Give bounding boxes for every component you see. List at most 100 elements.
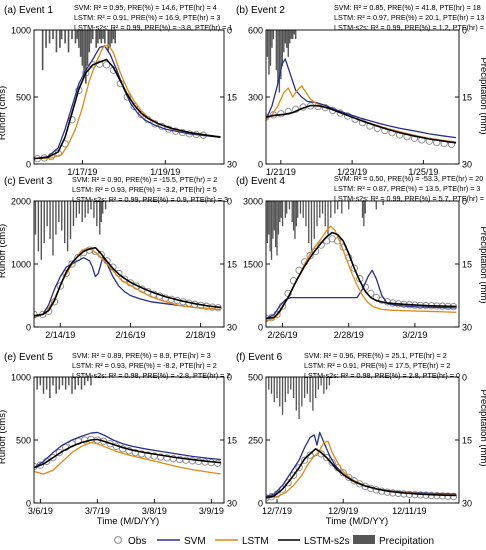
panel-4-plot-area [266, 201, 458, 323]
panel-6-obs-point-16 [350, 477, 358, 485]
panel-5-xtick-label-1: 3/7/19 [85, 506, 110, 516]
panel-6-precip-bar-20 [323, 377, 325, 394]
y-right-label-bottom: Precipitation (mm) [478, 389, 486, 466]
panel-4-precip-bar-18 [295, 201, 297, 227]
panel-1-precip-bar-14 [81, 30, 84, 66]
panel-3-stats-line-0: SVM: R² = 0.90, PRE(%) = -15.5, PTE(hr) … [72, 175, 217, 184]
panel-5-precip-bar-17 [90, 377, 92, 386]
panel-6-stats-line-2: LSTM-s2s: R² = 0.98, PRE(%) = 2.8, PTE(h… [304, 371, 460, 380]
panel-4-precip-bar-19 [297, 201, 299, 218]
panel-1-precip-bar-2 [48, 30, 51, 44]
panel-2-ytick-label-1: 300 [248, 93, 263, 103]
panel-4-precip-bar-15 [291, 201, 293, 222]
panel-2-ptick-label-2: 30 [462, 160, 472, 170]
panel-2: 0 300 600 0 15 30 1/21/19 1/23/19 1/25/19 (b) Eve… [236, 3, 486, 177]
panel-1-precip-bar-20 [91, 30, 94, 39]
panel-1-xtick-label-1: 1/19/19 [150, 167, 180, 177]
panel-1-precip-bar-26 [104, 30, 106, 44]
panel-4-precip-bar-6 [275, 201, 277, 248]
panel-5-ptick-label-0: 0 [227, 373, 232, 383]
panel-3-precip-bar-12 [69, 201, 72, 239]
panel-5-stats-line-2: LSTM-s2s: R² = 0.98, PRE(%) = -2.8, PTE(… [72, 371, 230, 380]
panel-3-obs-point-31 [214, 304, 222, 312]
panel-4-stats-line-0: SVM: R² = 0.50, PRE(%) = -53.3, PTE(hr) … [334, 174, 483, 183]
panel-2-ytick-label-0: 0 [258, 160, 263, 170]
panel-1-ytick-label-2: 1000 [11, 26, 31, 36]
panel-4-precip-bar-27 [319, 201, 321, 218]
panel-6-precip-bar-17 [314, 377, 317, 398]
panel-3-precip-bar-22 [99, 201, 101, 235]
panel-1-plot-area [34, 30, 221, 163]
panel-5-precip-bar-6 [55, 377, 57, 394]
panel-6-obs-point-15 [345, 473, 353, 481]
panel-3-ptick-label-0: 0 [227, 197, 232, 207]
panel-3-stats-line-1: LSTM: R² = 0.93, PRE(%) = -3.2, PTE(hr) … [72, 185, 217, 194]
panel-5-precip-bar-13 [77, 377, 80, 386]
panel-6-obs-point-23 [389, 489, 397, 497]
panel-1-precip-bar-4 [55, 30, 58, 53]
panel-3-stats-line-2: LSTM-s2s: R² = 0.99, PRE(%) = 0.9, PTE(h… [72, 195, 228, 204]
panel-6-precip-bar-15 [309, 377, 311, 403]
panel-4-precip-bar-24 [310, 201, 313, 252]
panel-1-obs-point-10 [102, 61, 111, 69]
panel-6-obs-point-34 [449, 492, 458, 501]
panel-5-precip-bar-7 [58, 377, 61, 390]
panel-4-stats-line-1: LSTM: R² = 0.87, PRE(%) = 13.5, PTE(hr) … [334, 184, 480, 193]
legend-item-precipitation: Precipitation [353, 535, 434, 547]
panel-1-series-lstm-s2s [34, 58, 221, 160]
panel-3-precip-bar-15 [78, 201, 80, 214]
panel-6-series-lstm-s2s [266, 448, 457, 499]
panel-2-precip-bar-2 [269, 30, 272, 66]
panel-3-precip-bar-20 [93, 201, 95, 218]
panel-4-precip-bar-40 [382, 201, 384, 206]
legend-item-lstm: LSTM [215, 536, 269, 547]
panel-3-precip-bar-0 [34, 201, 37, 235]
panel-5-xtick-label-3: 3/9/19 [199, 506, 224, 516]
panel-6-precip-bar-0 [268, 377, 270, 390]
panel-4-precip-bar-22 [305, 201, 307, 227]
panel-3-precip-bar-3 [43, 201, 45, 243]
panel-6-xtick-label-1: 12/9/19 [328, 506, 358, 516]
panel-6-plot-area [266, 377, 458, 502]
panel-4-precip-bar-8 [277, 201, 280, 235]
panel-6-precip-bar-3 [276, 377, 278, 398]
panel-3-ptick-label-1: 15 [227, 260, 237, 270]
panel-4-ytick-label-1: 1500 [243, 260, 263, 270]
panel-5-ytick-label-0: 0 [26, 499, 31, 509]
y-left-label-middle: Runoff (cms) [0, 224, 8, 278]
legend-label-precipitation: Precipitation [379, 536, 434, 547]
panel-2-precip-bar-15 [290, 30, 292, 39]
panel-4-precip-bar-1 [268, 201, 270, 235]
panel-4-precip-bar-3 [270, 201, 273, 260]
panel-5-precip-bar-9 [64, 377, 67, 390]
panel-5-series-svm [34, 431, 221, 469]
panel-1: 0 500 1000 0 15 30 1/17/19 1/19/19 (a) Event 1 SV… [4, 3, 237, 177]
panel-1-stats-line-0: SVM: R² = 0.95, PRE(%) = 14.6, PTE(hr) =… [74, 3, 217, 12]
panel-2-xtick-label-0: 1/21/19 [266, 167, 296, 177]
panel-6-precip-bar-4 [279, 377, 281, 407]
panel-1-precip-bar-0 [41, 30, 44, 71]
panel-3-precip-bar-25 [104, 201, 107, 210]
panel-3-obs-point-4 [56, 282, 64, 290]
panel-6-precip-bar-8 [290, 377, 292, 390]
panel-1-precip-bar-31 [114, 30, 116, 44]
panel-6-xtick-label-2: 12/11/19 [392, 506, 426, 516]
panel-3-precip-bar-4 [46, 201, 48, 227]
panel-4-precip-bar-36 [361, 201, 364, 218]
panel-6-obs-point-5 [289, 471, 298, 479]
panel-1-precip-bar-12 [78, 30, 80, 48]
panel-1-ptick-label-1: 15 [227, 93, 237, 103]
panel-4-obs-point-16 [350, 264, 358, 272]
panel-2-stats-line-2: LSTM-s2s: R² = 0.99, PRE(%) = 1.2, PTE(h… [334, 23, 486, 32]
panel-4-precip-bar-32 [334, 201, 336, 214]
panel-1-title: (a) Event 1 [4, 5, 53, 16]
y-right-label-top: Precipitation (mm) [478, 57, 486, 134]
panel-4-precip-bar-13 [286, 201, 288, 214]
panel-6-precip-bar-19 [320, 377, 322, 386]
panel-2-precip-bar-0 [266, 30, 269, 57]
panel-5-precip-bar-15 [83, 377, 86, 386]
legend-label-svm: SVM [184, 536, 206, 547]
legend-symbol-obs [114, 536, 122, 544]
panel-2-precip-bar-5 [275, 30, 278, 71]
panel-2-obs-point-3 [284, 107, 292, 116]
